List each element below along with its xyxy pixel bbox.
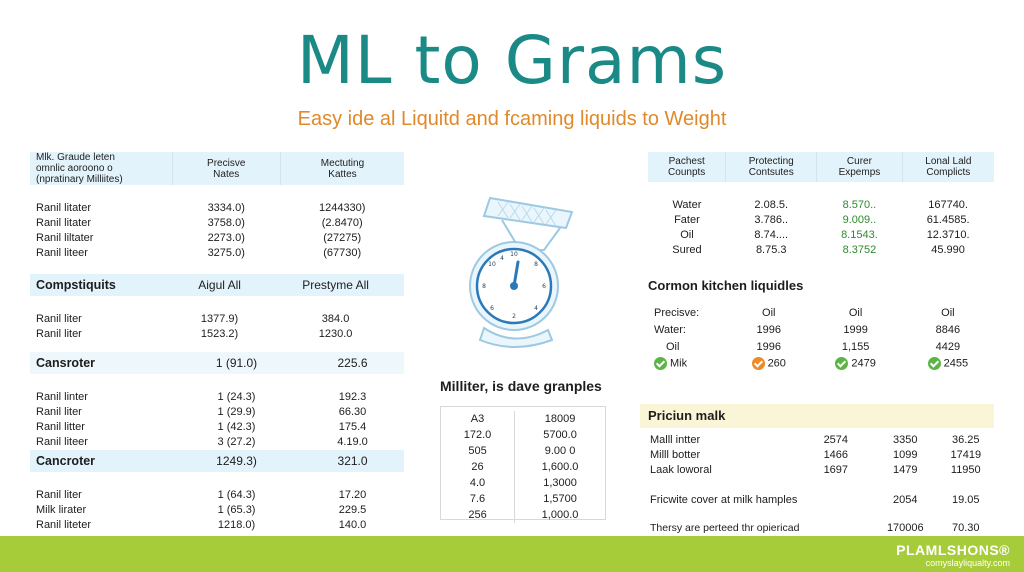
table-row: Ranil liltater 2273.0) (27275) xyxy=(36,231,362,244)
table-header: Curer Expemps xyxy=(816,152,903,182)
table-row: Sured 8.75.3 8.3752 45.990 xyxy=(672,243,965,256)
table-row: Laak loworal 1697 1479 11950 xyxy=(650,463,981,476)
check-icon xyxy=(927,357,941,370)
milliter-title: Milliter, is dave granples xyxy=(440,378,602,394)
table-row: A3 18009 xyxy=(441,411,605,427)
table-row: Water 2.08.5. 8.570.. 167740. xyxy=(672,198,968,211)
dial-label: 4 xyxy=(534,305,538,312)
table-row: Oil 8.74.... 8.1543. 12.3710. xyxy=(680,228,970,241)
table-row: 4.0 1,3000 xyxy=(441,475,605,491)
footer-bar: PLAMLSHONS® comyslayliqualty.com xyxy=(0,536,1024,572)
dial-label: 8 xyxy=(534,261,538,268)
table-row: Ranil liteter 1218.0) 140.0 xyxy=(36,518,367,531)
table-header: Precisve Nates xyxy=(171,152,281,185)
table-row: Ranil liter 1377.9) 384.0 xyxy=(36,312,350,325)
kitchen-scale-icon: 10 8 6 4 2 10 8 6 4 xyxy=(469,196,574,348)
table-row: 505 9.00 0 xyxy=(441,443,605,459)
table-row: Ranil litter 1 (42.3) 175.4 xyxy=(36,420,367,433)
dial-label: 6 xyxy=(490,305,494,312)
compstiquits-table: Compstiquits Aigul All Prestyme All Rani… xyxy=(30,274,404,341)
page-title: ML to Grams xyxy=(296,22,728,99)
table-row: Ranil liteer 3 (27.2) 4.19.0 xyxy=(36,435,368,448)
table-header: Mlk. Graude leten omnlic aoroono o (npra… xyxy=(30,152,172,185)
table-row: Ranil liter 1 (29.9) 66.30 xyxy=(36,405,367,418)
table-header: Pachest Counpts xyxy=(648,152,726,182)
brand-logo: PLAMLSHONS® comyslayliqualty.com xyxy=(896,542,1010,568)
table-row: Malll intter 2574 3350 36.25 xyxy=(650,433,980,446)
premium-title: Priciun malk xyxy=(640,404,994,428)
table-row: 7.6 1,5700 xyxy=(441,491,605,507)
section-title: Compstiquits xyxy=(30,274,172,296)
top-right-table: Pachest Counpts Protecting Contsutes Cur… xyxy=(648,152,994,257)
table-row: Ranil liter 1523.2) 1230.0 xyxy=(36,327,353,340)
cancroter-table: Cancroter 1249.3) 321.0 Ranil liter 1 (6… xyxy=(30,450,404,532)
check-icon xyxy=(654,357,667,370)
table-row: Water: 1996 1999 8846 xyxy=(654,323,961,336)
table-row: Ranil litater 3758.0) (2.8470) xyxy=(36,216,363,229)
table-row: Mik 260 2479 2455 xyxy=(648,355,994,372)
dial-label: 2 xyxy=(512,313,516,320)
table-row: 26 1,600.0 xyxy=(441,459,605,475)
kitchen-title: Cormon kitchen liquidles xyxy=(648,278,804,293)
dial-label: 10 xyxy=(510,251,518,258)
brand-url[interactable]: comyslayliqualty.com xyxy=(925,558,1010,568)
table-header: Protecting Contsutes xyxy=(725,152,817,182)
table-row: Milk lirater 1 (65.3) 229.5 xyxy=(36,503,367,516)
table-row: Milll botter 1466 1099 17419 xyxy=(650,448,982,461)
table-row: 172.0 5700.0 xyxy=(441,427,605,443)
table-row: Fater 3.786.. 9.009.. 61.4585. xyxy=(674,213,970,226)
dial-label: 8 xyxy=(482,283,486,290)
table-row: Ranil litater 3334.0) 1244330) xyxy=(36,201,366,214)
dial-label: 10 xyxy=(488,261,496,268)
table-row: Ranil linter 1 (24.3) 192.3 xyxy=(36,390,367,403)
table-row: Precisve: Oil Oil Oil xyxy=(654,306,955,319)
milliter-table: A3 18009 172.0 5700.0 505 9.00 0 26 1,600.0 … xyxy=(440,406,606,523)
table-header: Lonal Lald Complicts xyxy=(901,152,994,182)
premium-milk-panel: Priciun malk Malll intter 2574 3350 36.2… xyxy=(640,404,994,548)
table-row: Ranil liteer 3275.0) (67730) xyxy=(36,246,362,259)
check-icon xyxy=(751,357,765,370)
dial-label: 4 xyxy=(500,255,504,262)
table-row: Ranil liter 1 (64.3) 17.20 xyxy=(36,488,367,501)
table-row: Fricwite cover at milk hamples 2054 19.0… xyxy=(650,493,980,506)
top-left-table: Mlk. Graude leten omnlic aoroono o (npra… xyxy=(30,152,404,260)
kitchen-table: Precisve: Oil Oil Oil Water: 1996 1999 8… xyxy=(648,304,994,372)
page-subtitle: Easy ide al Liquitd and fcaming liquids … xyxy=(297,108,727,130)
section-title: Cansroter xyxy=(30,352,172,374)
dial-label: 6 xyxy=(542,283,546,290)
check-icon xyxy=(835,357,849,370)
brand-name: PLAMLSHONS® xyxy=(896,542,1010,558)
table-row: Oil 1996 1,155 4429 xyxy=(666,340,961,353)
table-header: Mectuting Kattes xyxy=(279,152,404,185)
table-row: 256 1,000.0 xyxy=(441,507,605,523)
section-title: Cancroter xyxy=(30,450,172,472)
cansroter-table: Cansroter 1 (91.0) 225.6 Ranil linter 1 … xyxy=(30,352,404,449)
